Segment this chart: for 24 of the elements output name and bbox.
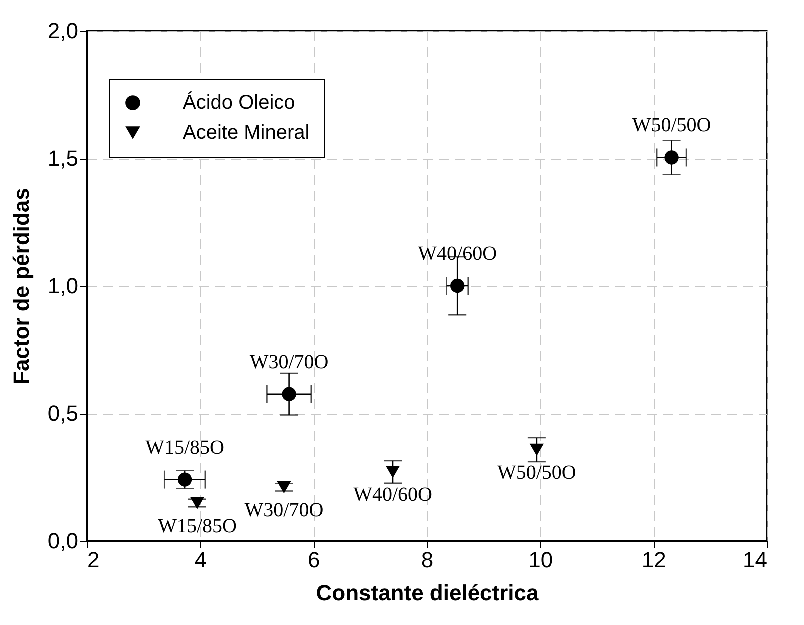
x-tick-label: 10 <box>528 548 554 572</box>
annotation: W50/50O <box>497 462 576 484</box>
annotation: W50/50O <box>632 114 712 137</box>
x-tick-label: 6 <box>308 548 320 572</box>
y-axis-title: Factor de pérdidas <box>8 188 34 385</box>
annotation: W30/70O <box>244 499 324 522</box>
x-tick-label: 12 <box>642 548 666 572</box>
legend-label: Aceite Mineral <box>183 122 310 144</box>
x-tick-label: 4 <box>194 548 207 572</box>
y-tick-label: 0,5 <box>48 401 78 426</box>
annotation: W40/60O <box>418 243 498 265</box>
annotation: W15/85O <box>146 436 224 459</box>
legend-label: Ácido Oleico <box>183 91 296 114</box>
y-tick-label: 2,0 <box>48 18 78 44</box>
x-tick-label: 2 <box>88 548 100 572</box>
y-tick-label: 1,0 <box>48 274 78 298</box>
x-tick-label: 14 <box>743 548 768 572</box>
x-axis-title: Constante dieléctrica <box>316 580 540 606</box>
annotation: W40/60O <box>354 484 432 506</box>
annotation: W15/85O <box>158 515 237 538</box>
x-tick-label: 8 <box>421 548 434 572</box>
annotation: W30/70O <box>250 351 329 374</box>
y-tick-label: 1,5 <box>48 146 78 171</box>
y-tick-label: 0,0 <box>48 528 78 554</box>
